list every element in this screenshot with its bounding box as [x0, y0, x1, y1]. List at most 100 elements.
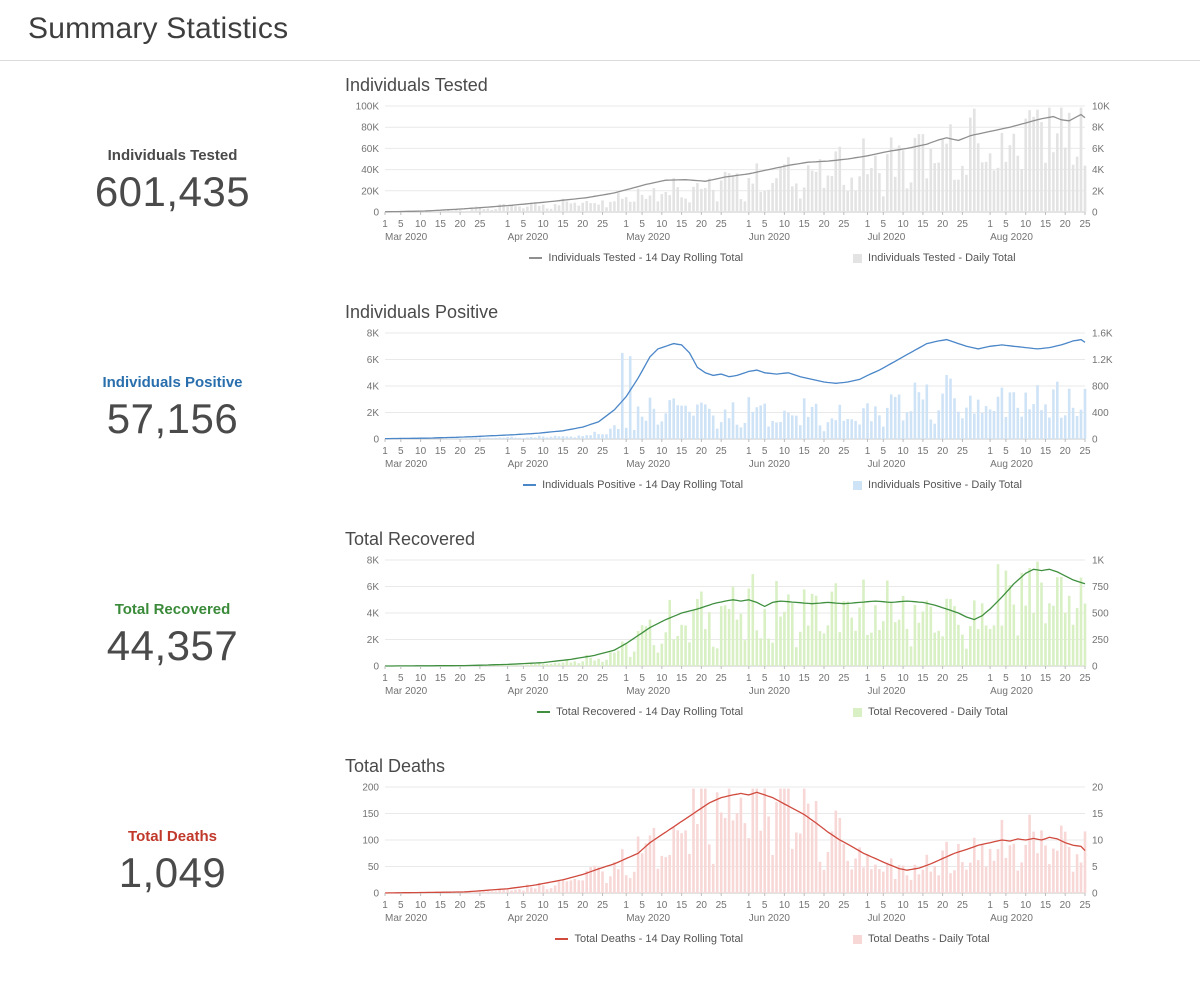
svg-text:8K: 8K [367, 556, 380, 567]
svg-text:2K: 2K [367, 408, 380, 419]
svg-text:1: 1 [746, 673, 752, 684]
svg-text:1.6K: 1.6K [1092, 329, 1113, 340]
svg-text:25: 25 [716, 900, 728, 911]
svg-text:5: 5 [762, 446, 768, 457]
svg-text:Apr 2020: Apr 2020 [508, 459, 549, 470]
svg-text:5: 5 [881, 900, 887, 911]
svg-text:20: 20 [577, 900, 589, 911]
svg-text:10: 10 [415, 673, 427, 684]
svg-text:Jun 2020: Jun 2020 [749, 913, 791, 924]
svg-text:5: 5 [762, 900, 768, 911]
svg-text:May 2020: May 2020 [626, 232, 670, 243]
chart-title-individuals-tested: Individuals Tested [345, 75, 488, 95]
svg-text:25: 25 [838, 900, 850, 911]
svg-text:20: 20 [937, 219, 949, 230]
svg-text:1: 1 [623, 446, 629, 457]
svg-text:20: 20 [818, 219, 830, 230]
svg-text:Mar 2020: Mar 2020 [385, 232, 428, 243]
svg-text:400: 400 [1092, 408, 1109, 419]
svg-text:15: 15 [917, 900, 929, 911]
svg-text:20: 20 [818, 900, 830, 911]
svg-text:5: 5 [1003, 673, 1009, 684]
svg-text:8K: 8K [367, 329, 380, 340]
svg-text:4K: 4K [367, 609, 380, 620]
total-recovered-chart: 0 2K 4K 6K 8K 0 250 500 750 1K 1 5 10 15 20 25 Mar 2020 1… [345, 552, 1200, 700]
svg-text:20: 20 [696, 446, 708, 457]
svg-text:5: 5 [521, 673, 527, 684]
svg-text:100K: 100K [356, 102, 380, 113]
svg-text:10: 10 [538, 900, 550, 911]
svg-text:15: 15 [1040, 219, 1052, 230]
stat-value-total-recovered: 44,357 [106, 622, 239, 669]
svg-text:0: 0 [373, 435, 379, 446]
svg-text:25: 25 [474, 446, 486, 457]
svg-text:20: 20 [577, 446, 589, 457]
svg-text:10: 10 [779, 900, 791, 911]
svg-text:5: 5 [881, 219, 887, 230]
svg-text:5: 5 [881, 673, 887, 684]
stat-value-total-deaths: 1,049 [118, 849, 227, 896]
svg-text:1: 1 [865, 900, 871, 911]
stat-label-individuals-tested: Individuals Tested [107, 147, 238, 164]
legend-label-rolling-total: Individuals Tested - 14 Day Rolling Tota… [548, 252, 744, 264]
svg-text:10: 10 [415, 446, 427, 457]
svg-text:1: 1 [746, 900, 752, 911]
svg-text:50: 50 [368, 862, 380, 873]
svg-text:20: 20 [455, 446, 467, 457]
svg-text:Jul 2020: Jul 2020 [868, 459, 906, 470]
svg-text:15: 15 [1040, 446, 1052, 457]
svg-text:1: 1 [382, 219, 388, 230]
legend-label-rolling-total: Total Deaths - 14 Day Rolling Total [574, 933, 744, 945]
svg-text:25: 25 [597, 673, 609, 684]
svg-text:1: 1 [987, 446, 993, 457]
chart-legend-total-deaths: Total Deaths - 14 Day Rolling Total Tota… [345, 933, 1200, 945]
chart-title-total-deaths: Total Deaths [345, 756, 446, 776]
svg-text:1: 1 [865, 446, 871, 457]
svg-text:Jun 2020: Jun 2020 [749, 232, 791, 243]
svg-text:10: 10 [656, 219, 668, 230]
stat-block-total-recovered: Total Recovered 44,357 [0, 529, 345, 670]
individuals-tested-chart: 0 20K 40K 60K 80K 100K 0 2K 4K 6K 8K 10K 1 5 10 15 20 25 M… [345, 98, 1200, 246]
svg-text:20: 20 [455, 900, 467, 911]
svg-text:15: 15 [435, 673, 447, 684]
line-swatch-icon [555, 938, 569, 940]
svg-text:25: 25 [1079, 446, 1091, 457]
svg-text:Jul 2020: Jul 2020 [868, 913, 906, 924]
legend-item-rolling-total: Individuals Positive - 14 Day Rolling To… [523, 479, 743, 491]
svg-text:20: 20 [937, 900, 949, 911]
svg-text:5: 5 [762, 673, 768, 684]
stat-label-total-deaths: Total Deaths [128, 828, 217, 845]
svg-text:20: 20 [696, 673, 708, 684]
svg-text:15: 15 [435, 219, 447, 230]
svg-text:May 2020: May 2020 [626, 913, 670, 924]
svg-text:5: 5 [398, 446, 404, 457]
page-title: Summary Statistics [28, 12, 289, 45]
svg-text:15: 15 [557, 900, 569, 911]
svg-text:0: 0 [1092, 662, 1098, 673]
svg-text:10: 10 [898, 446, 910, 457]
svg-text:40K: 40K [361, 165, 379, 176]
legend-item-rolling-total: Total Deaths - 14 Day Rolling Total [555, 933, 743, 945]
svg-text:25: 25 [1079, 219, 1091, 230]
summary-row-individuals-tested: Individuals Tested 601,435 Individuals T… [0, 75, 1200, 264]
svg-text:Apr 2020: Apr 2020 [508, 232, 549, 243]
stat-block-individuals-tested: Individuals Tested 601,435 [0, 75, 345, 216]
legend-label-rolling-total: Individuals Positive - 14 Day Rolling To… [542, 479, 744, 491]
svg-text:20: 20 [818, 673, 830, 684]
svg-text:20: 20 [937, 673, 949, 684]
svg-text:250: 250 [1092, 635, 1109, 646]
svg-text:2K: 2K [367, 635, 380, 646]
svg-text:20: 20 [696, 219, 708, 230]
svg-text:8K: 8K [1092, 123, 1105, 134]
svg-text:500: 500 [1092, 609, 1109, 620]
legend-label-daily-total: Individuals Tested - Daily Total [868, 252, 1016, 264]
svg-text:Aug 2020: Aug 2020 [990, 459, 1033, 470]
svg-text:0: 0 [373, 889, 379, 900]
svg-text:15: 15 [557, 219, 569, 230]
svg-text:5: 5 [1003, 900, 1009, 911]
svg-text:20: 20 [1060, 219, 1072, 230]
svg-text:6K: 6K [367, 355, 380, 366]
svg-text:10: 10 [656, 673, 668, 684]
svg-text:25: 25 [957, 219, 969, 230]
svg-text:10: 10 [538, 219, 550, 230]
